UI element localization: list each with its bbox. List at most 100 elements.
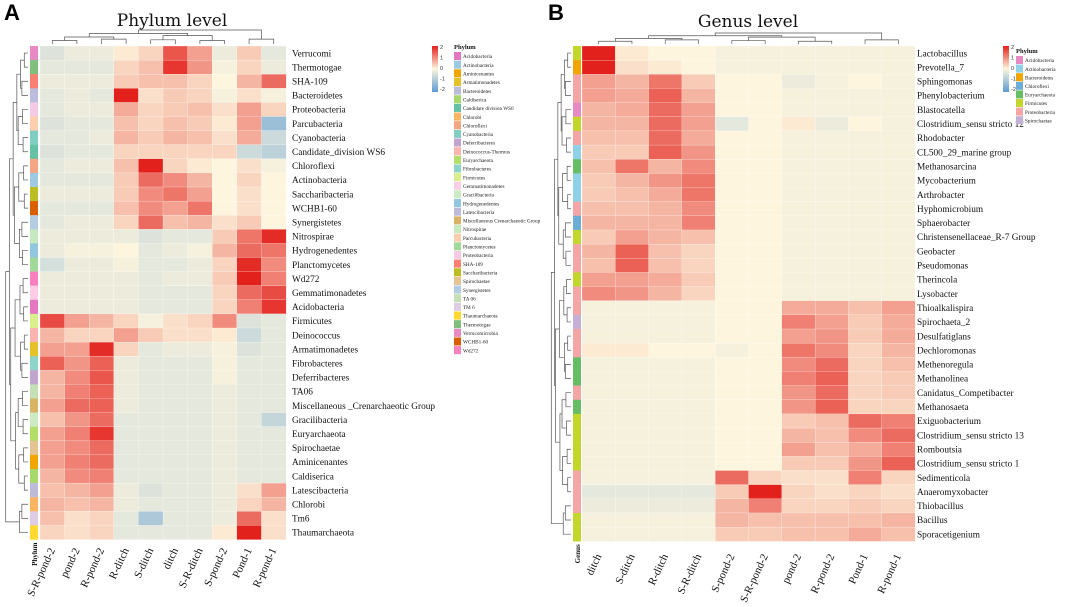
heat-cell bbox=[748, 243, 783, 259]
heat-cell bbox=[648, 45, 683, 61]
heat-cell bbox=[64, 384, 90, 399]
row-annotation-cell bbox=[573, 470, 581, 485]
heat-cell bbox=[781, 229, 816, 245]
legend-label: Latescibacteria bbox=[463, 210, 495, 216]
heat-cell bbox=[881, 427, 916, 443]
row-dendrogram-branch bbox=[558, 300, 565, 358]
heat-cell bbox=[212, 116, 238, 131]
row-annotation-cell bbox=[30, 271, 38, 286]
heat-cell bbox=[113, 468, 139, 484]
heat-cell bbox=[715, 498, 749, 514]
heat-cell bbox=[648, 314, 683, 330]
row-dendrogram-branch bbox=[5, 271, 20, 523]
heat-cell bbox=[212, 285, 238, 301]
heat-cell bbox=[113, 384, 139, 399]
row-label: Thiobacillus bbox=[917, 502, 964, 512]
heat-cell bbox=[581, 215, 616, 231]
heat-cell bbox=[261, 200, 287, 216]
row-label: Anaeromyxobacter bbox=[917, 488, 989, 498]
heat-cell bbox=[138, 412, 164, 428]
heat-cell bbox=[89, 130, 115, 146]
heat-cell bbox=[89, 468, 115, 484]
heat-cell bbox=[814, 300, 849, 316]
row-annotation-cell bbox=[30, 102, 38, 117]
heat-cell bbox=[39, 229, 65, 244]
heat-cell bbox=[848, 512, 883, 528]
heat-cell bbox=[64, 497, 90, 512]
row-annotation-cell bbox=[573, 46, 581, 61]
heat-cell bbox=[648, 371, 683, 386]
row-annotation-cell bbox=[573, 484, 581, 499]
heat-cell bbox=[814, 201, 849, 217]
heat-cell bbox=[881, 470, 916, 485]
row-label: Spirochaetae bbox=[292, 444, 340, 454]
row-dendrogram-branch bbox=[9, 158, 14, 385]
heat-cell bbox=[113, 74, 139, 89]
legend-label: Nitrospirae bbox=[463, 227, 487, 233]
heat-cell bbox=[581, 470, 616, 485]
heat-cell bbox=[848, 498, 883, 514]
legend-label: Deferribacteres bbox=[463, 140, 495, 147]
legend-swatch bbox=[454, 173, 461, 182]
row-annotation-cell bbox=[573, 215, 581, 231]
heat-cell bbox=[715, 413, 749, 429]
heat-cell bbox=[89, 243, 115, 258]
column-label: R-pond-2 bbox=[79, 546, 108, 589]
heat-cell bbox=[814, 484, 849, 500]
heat-cell bbox=[814, 357, 849, 372]
heat-cell bbox=[212, 370, 238, 385]
heat-cell bbox=[715, 60, 749, 75]
heat-cell bbox=[715, 484, 749, 500]
heat-cell bbox=[187, 285, 213, 301]
legend-label: Thermotogae bbox=[463, 322, 491, 328]
heat-cell bbox=[648, 130, 683, 146]
column-dendrogram-branch bbox=[199, 40, 225, 44]
row-annotation-cell bbox=[30, 511, 38, 526]
heat-cell bbox=[681, 413, 716, 429]
heat-cell bbox=[781, 470, 816, 485]
heat-cell bbox=[715, 328, 749, 344]
heat-cell bbox=[236, 271, 262, 287]
heat-cell bbox=[212, 144, 238, 160]
heat-cell bbox=[138, 257, 164, 272]
row-annotation-cell bbox=[573, 102, 581, 117]
heat-cell bbox=[681, 343, 716, 358]
heat-cell bbox=[581, 385, 616, 401]
heat-cell bbox=[236, 313, 262, 329]
heat-cell bbox=[261, 130, 287, 146]
heat-cell bbox=[848, 357, 883, 372]
row-label: Arthrobacter bbox=[917, 191, 965, 201]
legend-swatch bbox=[454, 242, 461, 251]
row-dendrogram-branch bbox=[22, 278, 28, 294]
row-annotation-cell bbox=[573, 173, 581, 188]
row-annotation-cell bbox=[30, 426, 38, 441]
heat-cell bbox=[261, 215, 287, 230]
heat-cell bbox=[162, 370, 188, 385]
heat-cell bbox=[138, 116, 164, 131]
legend-label: Actinobacteria bbox=[463, 63, 494, 69]
heat-cell bbox=[64, 356, 90, 371]
heat-cell bbox=[187, 511, 213, 526]
heat-cell bbox=[748, 427, 783, 443]
heat-cell bbox=[162, 186, 188, 202]
heat-cell bbox=[212, 511, 238, 526]
heat-cell bbox=[748, 130, 783, 146]
row-dendrogram-branch bbox=[564, 222, 571, 238]
heat-cell bbox=[236, 327, 262, 343]
heat-cell bbox=[236, 426, 262, 442]
heat-cell bbox=[781, 272, 816, 287]
row-annotation-cell bbox=[30, 483, 38, 498]
legend-swatch bbox=[454, 285, 461, 294]
heat-cell bbox=[848, 413, 883, 429]
heat-cell bbox=[89, 313, 115, 329]
row-dendrogram-branch bbox=[561, 116, 567, 146]
row-annotation-cell bbox=[30, 172, 38, 188]
heat-cell bbox=[814, 526, 849, 542]
heat-cell bbox=[187, 412, 213, 428]
heat-cell bbox=[648, 300, 683, 316]
heat-cell bbox=[848, 371, 883, 386]
heat-cell bbox=[881, 243, 916, 259]
heat-cell bbox=[138, 341, 164, 357]
heat-cell bbox=[681, 427, 716, 443]
column-label: S-ditch bbox=[613, 552, 638, 586]
